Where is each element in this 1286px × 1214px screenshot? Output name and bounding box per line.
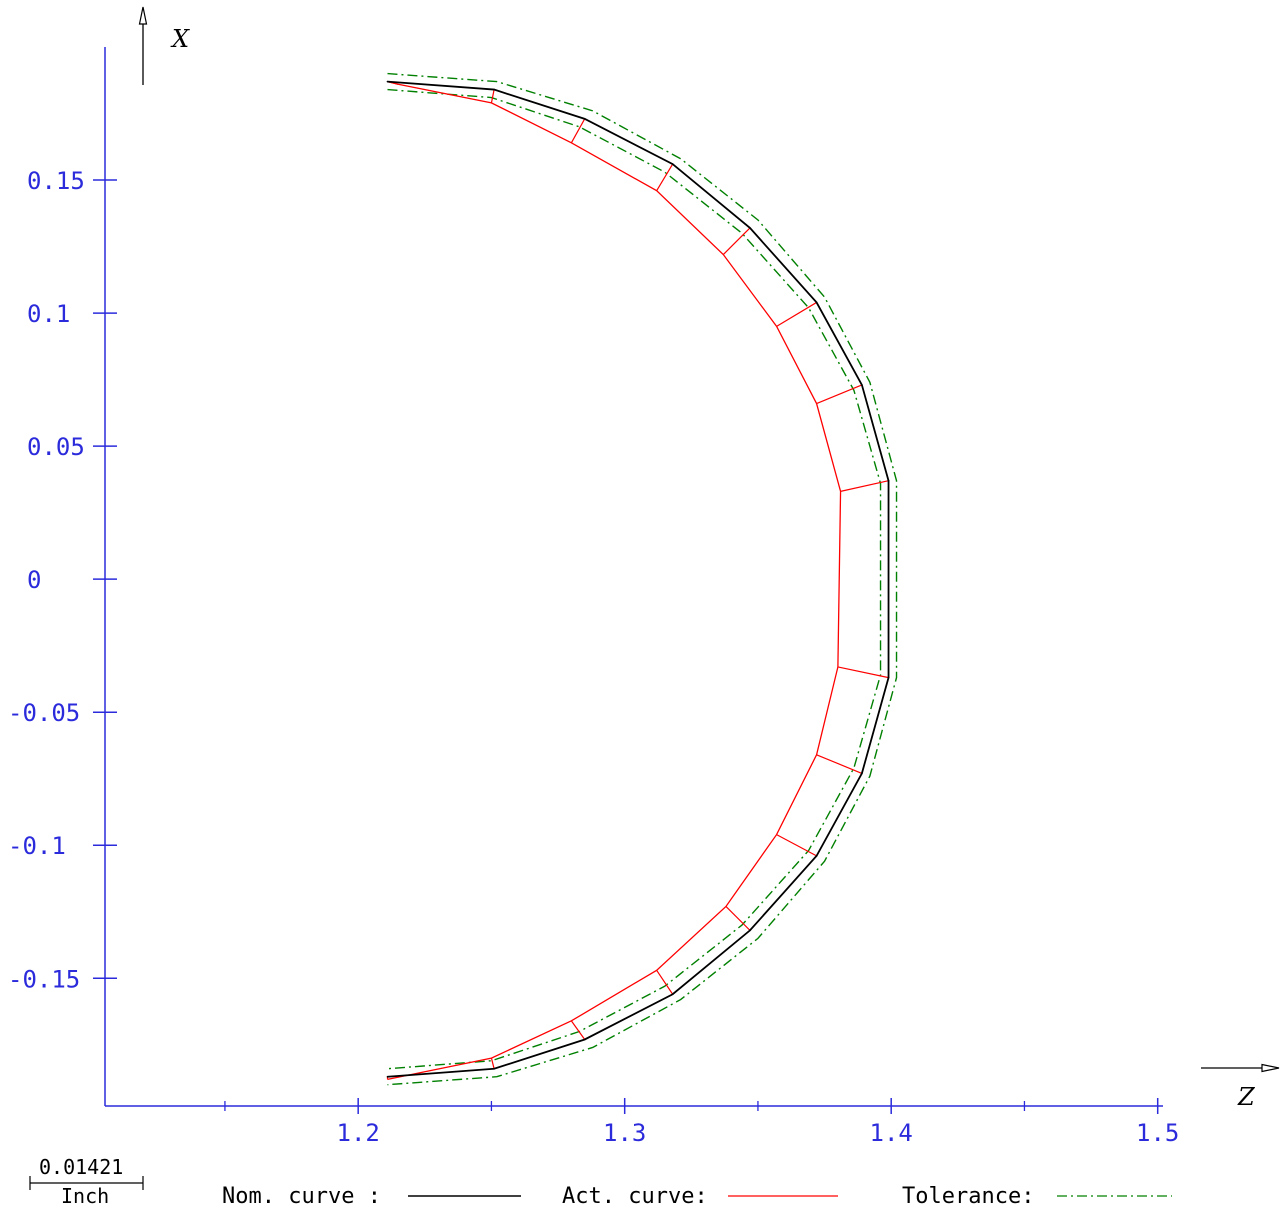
nominal-point-12	[671, 993, 674, 996]
nominal-point-14	[493, 1067, 495, 1070]
deviation-segment-7	[840, 480, 889, 492]
nominal-point-4	[749, 227, 751, 229]
nominal-point-5	[815, 301, 818, 304]
x-tick-label-0: 0.15	[27, 167, 85, 195]
scale-bar: 0.01421 Inch	[29, 1155, 144, 1208]
deviation-segment-3	[656, 163, 674, 191]
x-tick-label-2: 0.05	[27, 433, 85, 461]
nominal-point-9	[861, 772, 863, 775]
deviation-segment-13	[570, 1020, 586, 1040]
deviation-segment-12	[656, 969, 674, 995]
deviation-segment-5	[776, 301, 817, 327]
ticks-group: 1.2 1.3 1.4 1.5 0.15 0.1 0.05 0 -0.05 -0.1 -0.15	[8, 167, 1179, 1147]
x-axis-title: X	[170, 25, 190, 53]
nominal-point-10	[815, 855, 818, 857]
tolerance-inner-line	[387, 88, 882, 1070]
legend-label-actual: Act. curve:	[562, 1184, 708, 1209]
x-tick-label-4: -0.05	[8, 699, 80, 727]
x-tick-label-6: -0.15	[8, 965, 80, 993]
x-direction-arrow	[138, 6, 148, 85]
axes-group	[104, 47, 1163, 1107]
deviation-segment-6	[816, 384, 863, 405]
curves-group	[386, 72, 898, 1086]
nominal-point-0	[386, 80, 389, 83]
z-tick-label-1: 1.3	[603, 1119, 646, 1147]
nominal-point-6	[861, 384, 863, 386]
deviation-segment-4	[722, 227, 751, 255]
deviation-segment-8	[837, 666, 889, 679]
actual-curve-line	[387, 80, 842, 1081]
x-tick-label-1: 0.1	[27, 300, 70, 328]
scale-unit: Inch	[61, 1184, 109, 1208]
nominal-point-8	[887, 676, 890, 679]
nominal-point-3	[671, 163, 674, 165]
x-tick-label-3: 0	[27, 566, 41, 594]
x-tick-label-5: -0.1	[8, 832, 66, 860]
nominal-point-13	[583, 1038, 586, 1041]
nominal-point-1	[493, 88, 495, 91]
legend: Nom. curve : Act. curve: Tolerance:	[222, 1184, 1172, 1209]
nominal-point-7	[887, 479, 890, 482]
deviation-segment-11	[725, 906, 751, 931]
z-axis-title: Z	[1237, 1083, 1256, 1111]
deviation-segment-2	[570, 118, 586, 144]
scale-value: 0.01421	[39, 1155, 123, 1179]
deviation-segment-10	[776, 834, 817, 857]
z-tick-label-0: 1.2	[337, 1119, 380, 1147]
nominal-point-15	[386, 1075, 389, 1078]
deviation-segment-9	[816, 754, 863, 774]
z-tick-label-2: 1.4	[870, 1119, 913, 1147]
nominal-point-2	[583, 118, 586, 120]
z-tick-label-3: 1.5	[1136, 1119, 1179, 1147]
legend-label-nominal: Nom. curve :	[222, 1184, 381, 1209]
legend-label-tolerance: Tolerance:	[902, 1184, 1034, 1209]
nominal-point-11	[749, 929, 751, 932]
deviation-segment-1	[490, 89, 495, 103]
nominal-curve-line	[387, 80, 890, 1078]
tolerance-outer-line	[387, 72, 898, 1086]
deviation-segment-14	[490, 1057, 495, 1069]
z-direction-arrow	[1201, 1063, 1280, 1073]
